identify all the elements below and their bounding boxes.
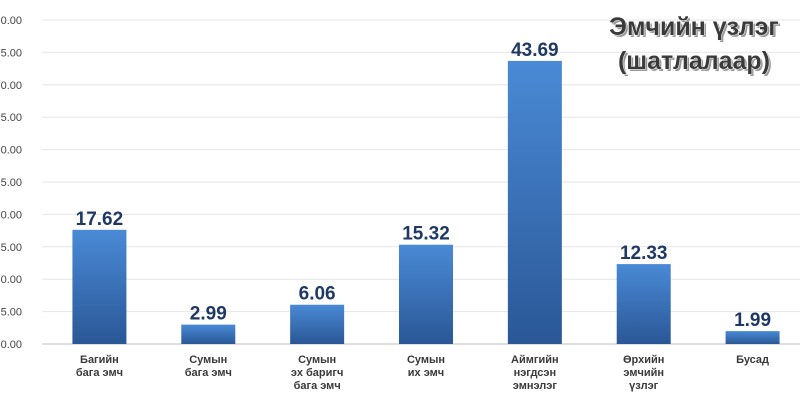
category-label: Сумын бага эмч — [185, 354, 232, 379]
data-label: 2.99 — [190, 304, 227, 325]
y-tick-label: 0.00 — [1, 339, 22, 351]
category-label: Сумын эх баригч бага эмч — [291, 354, 343, 392]
category-label-line: эмнэлэг — [513, 380, 558, 392]
y-tick-label: 5.00 — [1, 177, 22, 189]
category-label-line: эмчийн — [623, 367, 664, 379]
chart-title: Эмчийн үзлэг Эмчийн үзлэг (шатлалаар) (ш… — [609, 13, 781, 78]
category-label: Аймгийн нэгдсэн эмнэлэг — [511, 354, 559, 392]
y-tick-label: 0.00 — [1, 209, 22, 221]
y-tick-label: 0.00 — [1, 274, 22, 286]
category-label-line: Бусад — [736, 354, 769, 366]
category-label-line: Сумын — [298, 354, 336, 366]
category-label-line: бага эмч — [185, 367, 232, 379]
data-label: 6.06 — [299, 284, 336, 305]
category-label: Өрхийн эмчийн үзлэг — [623, 354, 664, 392]
y-axis-ticks: 0.00 5.00 0.00 5.00 0.00 5.00 0.00 5.00 0.00 5.00… — [1, 15, 22, 351]
category-label-line: эх баригч — [291, 367, 343, 379]
bar — [290, 304, 345, 344]
bar — [616, 264, 671, 344]
data-label: 15.32 — [402, 224, 450, 245]
category-label-line: Сумын — [407, 354, 445, 366]
data-label: 43.69 — [511, 40, 559, 61]
data-label: 1.99 — [734, 310, 771, 331]
y-tick-label: 0.00 — [1, 15, 22, 27]
bar — [72, 229, 127, 344]
data-labels: 17.62 2.99 6.06 15.32 43.69 12.33 1.99 — [76, 40, 771, 331]
category-label-line: үзлэг — [629, 380, 659, 392]
category-label-line: бага эмч — [294, 380, 341, 392]
data-label: 12.33 — [620, 243, 668, 264]
y-tick-label: 0.00 — [1, 145, 22, 157]
title-line-2: (шатлалаар) — [618, 47, 770, 75]
y-tick-label: 5.00 — [1, 112, 22, 124]
category-label-line: Багийн — [80, 354, 119, 366]
bar — [399, 244, 453, 344]
category-label-line: Өрхийн — [623, 354, 664, 366]
bars — [72, 60, 780, 345]
title-shadow-line-2: (шатлалаар) — [620, 49, 772, 77]
y-tick-label: 5.00 — [1, 242, 22, 254]
category-label-line: нэгдсэн — [514, 367, 557, 379]
category-label-line: Аймгийн — [511, 354, 559, 366]
title-shadow-line-1: Эмчийн үзлэг — [611, 15, 781, 43]
category-label-line: их эмч — [408, 367, 444, 379]
bar — [507, 60, 562, 345]
y-tick-label: 0.00 — [1, 80, 22, 92]
bar — [181, 324, 236, 344]
category-label: Багийн бага эмч — [76, 354, 123, 379]
data-label: 17.62 — [76, 209, 124, 230]
category-label: Сумын их эмч — [407, 354, 445, 379]
title-line-1: Эмчийн үзлэг — [609, 13, 779, 41]
bar — [725, 331, 780, 344]
y-tick-label: 5.00 — [1, 47, 22, 59]
category-label: Бусад — [736, 354, 769, 366]
category-label-line: бага эмч — [76, 367, 123, 379]
y-tick-label: 5.00 — [1, 307, 22, 319]
gridlines — [42, 19, 800, 345]
category-label-line: Сумын — [189, 354, 227, 366]
